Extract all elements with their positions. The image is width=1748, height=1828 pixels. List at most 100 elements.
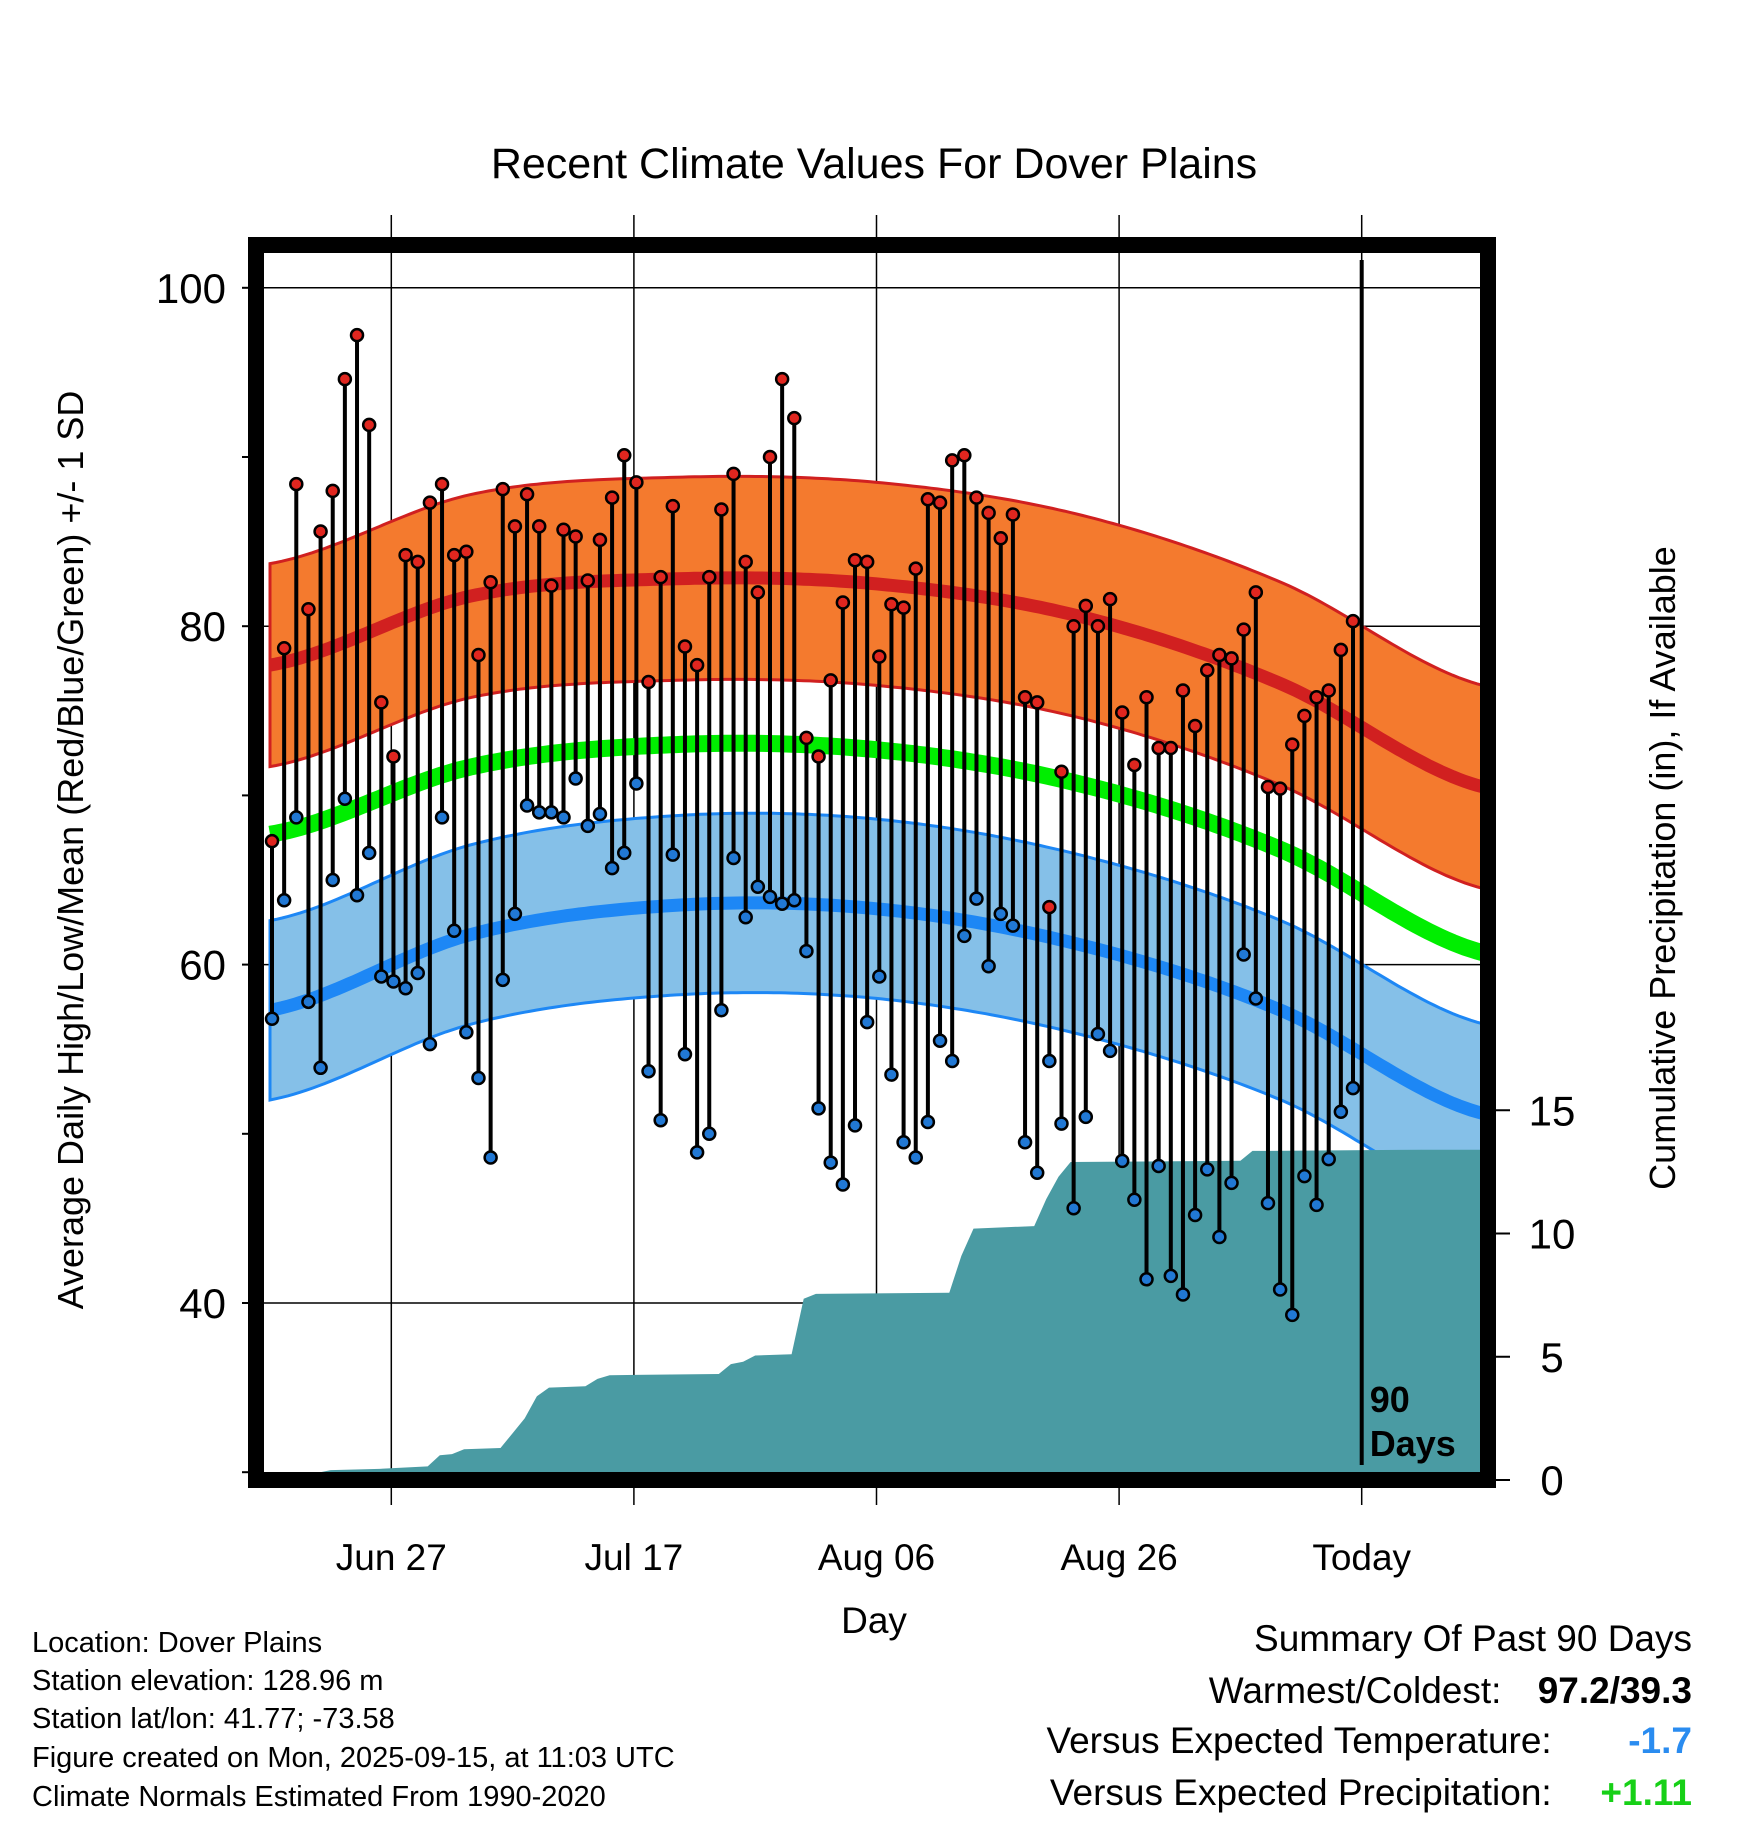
daily-low-point (398, 981, 413, 996)
daily-low-point (811, 1101, 826, 1116)
daily-low-point (665, 847, 681, 862)
daily-low-point (471, 1070, 486, 1086)
daily-low-point (957, 928, 972, 944)
daily-high-point (1212, 647, 1227, 663)
daily-high-point (410, 554, 426, 570)
daily-high-point (556, 522, 571, 538)
daily-high-point (908, 561, 923, 576)
daily-low-point (374, 969, 389, 984)
daily-high-point (483, 574, 498, 590)
footer-normals: Climate Normals Estimated From 1990-2020 (32, 1781, 606, 1813)
daily-high-point (702, 569, 717, 585)
daily-high-point (349, 327, 365, 343)
daily-high-point (1139, 690, 1154, 705)
daily-high-point (1309, 690, 1324, 705)
daily-low-point (1212, 1229, 1227, 1245)
daily-high-point (1285, 737, 1300, 752)
daily-low-point (386, 974, 401, 989)
today-label-1: Days (1370, 1423, 1456, 1464)
daily-high-point (519, 486, 535, 502)
daily-low-point (349, 887, 365, 903)
daily-low-point (847, 1118, 863, 1133)
daily-low-point (361, 845, 377, 861)
daily-low-point (1029, 1165, 1045, 1180)
daily-low-point (1078, 1109, 1094, 1125)
summary-temp-row: Versus Expected Temperature: -1.7 (1046, 1720, 1692, 1762)
daily-low-point (1297, 1168, 1312, 1184)
daily-low-point (823, 1155, 838, 1170)
daily-low-point (592, 806, 608, 822)
daily-high-point (361, 417, 377, 433)
daily-high-point (1199, 662, 1215, 678)
daily-high-point (374, 695, 389, 710)
daily-low-point (641, 1063, 656, 1079)
daily-low-point (702, 1126, 717, 1142)
daily-high-point (799, 730, 814, 746)
daily-high-point (1321, 683, 1336, 698)
daily-high-point (896, 600, 911, 615)
daily-high-point (993, 530, 1009, 546)
daily-high-point (580, 573, 596, 588)
daily-low-point (981, 959, 996, 974)
daily-low-point (1321, 1151, 1336, 1167)
daily-high-point (1127, 757, 1142, 773)
daily-low-point (1102, 1043, 1118, 1059)
daily-high-point (471, 647, 486, 663)
daily-low-point (495, 972, 511, 988)
daily-high-point (787, 410, 802, 426)
daily-low-point (580, 818, 596, 834)
daily-high-point (762, 449, 778, 465)
daily-low-point (1272, 1282, 1288, 1297)
daily-high-point (1029, 695, 1045, 710)
daily-low-point (1114, 1153, 1130, 1169)
daily-low-point (422, 1036, 438, 1052)
daily-low-point (1163, 1268, 1179, 1284)
daily-low-point (446, 923, 462, 939)
daily-low-point (677, 1047, 693, 1062)
daily-low-point (289, 810, 304, 825)
daily-high-point (1114, 705, 1130, 720)
daily-low-point (750, 879, 766, 895)
daily-high-point (641, 674, 656, 690)
daily-high-point (981, 505, 996, 521)
y-tick-label-60: 60 (179, 942, 226, 989)
daily-high-point (289, 476, 304, 492)
daily-high-point (932, 495, 948, 510)
daily-low-point (993, 906, 1009, 922)
daily-high-point (872, 649, 887, 664)
daily-high-point (653, 569, 668, 585)
daily-high-point (629, 475, 644, 490)
daily-high-point (1005, 507, 1021, 522)
daily-low-point (1345, 1080, 1361, 1096)
daily-low-point (1333, 1104, 1349, 1120)
daily-high-point (1102, 591, 1118, 607)
summary-temp-label: Versus Expected Temperature: (1046, 1720, 1552, 1761)
y-tick-label-80: 80 (179, 603, 226, 650)
y2-tick-label-10: 10 (1529, 1211, 1576, 1258)
plot-frame (248, 237, 1496, 1488)
daily-low-point (799, 943, 814, 959)
daily-low-point (264, 1011, 280, 1026)
daily-low-point (653, 1113, 668, 1128)
daily-low-point (787, 893, 802, 908)
daily-high-point (944, 453, 960, 468)
daily-low-point (872, 969, 887, 984)
daily-high-point (1236, 622, 1251, 637)
x-tick-label-jul-17: Jul 17 (585, 1537, 684, 1578)
daily-high-point (301, 602, 316, 617)
daily-low-point (896, 1135, 911, 1150)
footer-location: Location: Dover Plains (32, 1627, 323, 1659)
daily-high-point (835, 595, 851, 610)
y2-axis-label: Cumulative Precipitation (in), If Availa… (1642, 546, 1683, 1190)
daily-high-point (616, 448, 632, 463)
daily-low-point (1054, 1116, 1069, 1131)
summary-precip-row: Versus Expected Precipitation: +1.11 (1050, 1772, 1692, 1814)
daily-high-point (1054, 764, 1069, 779)
daily-high-point (1175, 683, 1191, 698)
summary-heading: Summary Of Past 90 Days (1254, 1618, 1692, 1659)
y2-tick-label-15: 15 (1529, 1087, 1576, 1134)
daily-low-point (944, 1053, 960, 1069)
daily-low-point (1175, 1287, 1191, 1302)
daily-low-point (459, 1025, 474, 1040)
